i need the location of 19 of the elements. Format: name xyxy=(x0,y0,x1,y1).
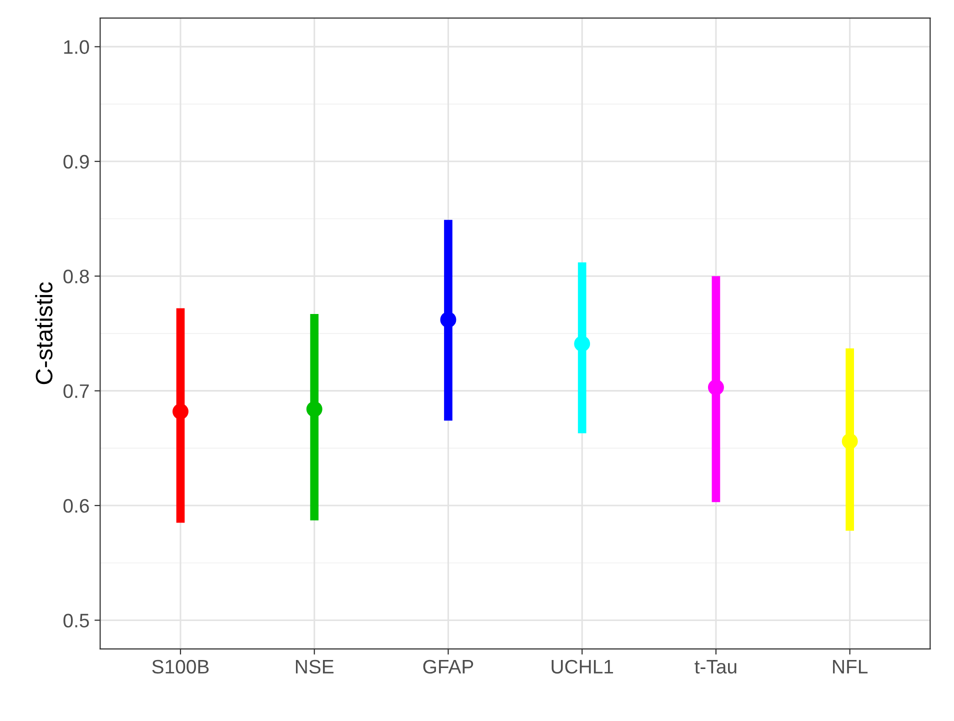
y-tick-label: 1.0 xyxy=(64,40,89,54)
x-tick-label: S100B xyxy=(152,660,209,674)
point xyxy=(842,433,858,450)
point xyxy=(306,401,322,418)
y-tick-label: 0.9 xyxy=(63,154,89,169)
x-tick-label: t-Tau xyxy=(694,660,736,674)
point xyxy=(708,379,724,396)
y-tick-label: 0.6 xyxy=(63,498,89,513)
y-axis-title: C-statistic xyxy=(35,282,53,384)
point xyxy=(172,403,188,420)
y-tick-label: 0.5 xyxy=(63,614,89,628)
y-tick-label: 0.7 xyxy=(63,384,89,398)
point xyxy=(440,312,456,328)
x-tick-label: GFAP xyxy=(423,660,474,674)
x-tick-label: UCHL1 xyxy=(552,660,614,674)
x-tick-label: NSE xyxy=(296,660,334,674)
y-tick-label: 0.8 xyxy=(63,270,89,284)
point xyxy=(574,336,590,352)
x-tick-label: NFL xyxy=(833,660,868,674)
